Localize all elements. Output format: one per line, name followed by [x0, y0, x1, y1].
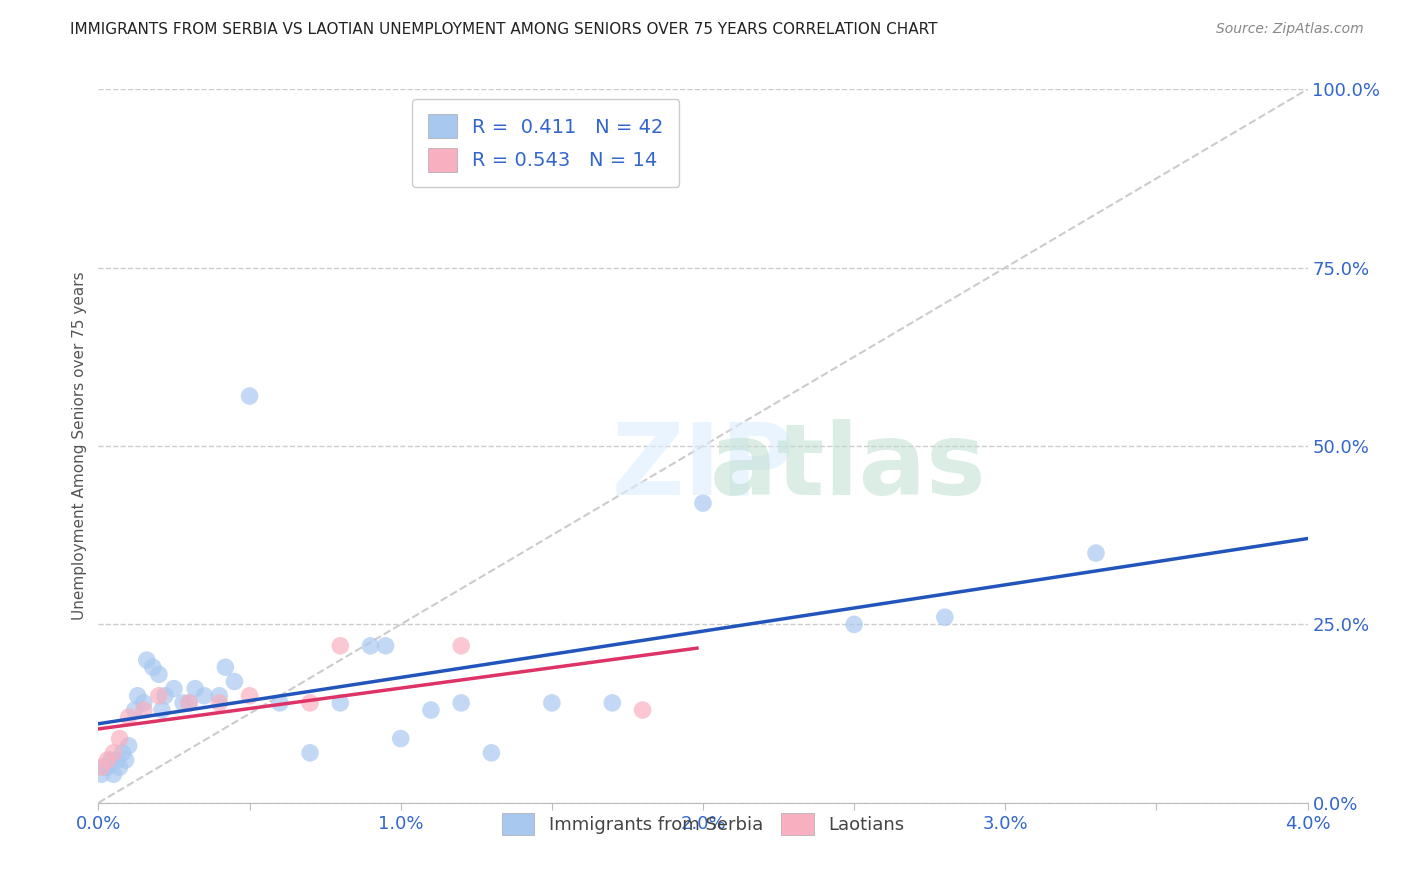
Point: [150, 703, 173, 717]
Point: [481, 746, 503, 760]
Point: [224, 674, 246, 689]
Point: [329, 696, 352, 710]
Point: [214, 660, 236, 674]
Point: [934, 610, 956, 624]
Point: [360, 639, 382, 653]
Text: Source: ZipAtlas.com: Source: ZipAtlas.com: [1216, 22, 1364, 37]
Point: [692, 496, 714, 510]
Point: [103, 767, 125, 781]
Point: [450, 639, 472, 653]
Point: [111, 746, 134, 760]
Point: [96, 760, 118, 774]
Point: [90, 767, 112, 781]
Point: [179, 696, 201, 710]
Point: [374, 639, 396, 653]
Point: [127, 689, 149, 703]
Point: [148, 667, 170, 681]
Text: atlas: atlas: [710, 419, 987, 516]
Point: [184, 681, 207, 696]
Point: [193, 689, 215, 703]
Text: ZIP: ZIP: [612, 419, 794, 516]
Point: [100, 753, 122, 767]
Point: [148, 689, 170, 703]
Point: [844, 617, 866, 632]
Point: [208, 689, 231, 703]
Point: [450, 696, 472, 710]
Point: [96, 753, 118, 767]
Point: [1085, 546, 1108, 560]
Point: [132, 703, 155, 717]
Point: [142, 660, 165, 674]
Point: [153, 689, 176, 703]
Point: [114, 753, 136, 767]
Point: [105, 753, 128, 767]
Point: [631, 703, 654, 717]
Legend: Immigrants from Serbia, Laotians: Immigrants from Serbia, Laotians: [494, 804, 912, 844]
Point: [269, 696, 291, 710]
Point: [239, 389, 262, 403]
Point: [239, 689, 262, 703]
Point: [163, 681, 186, 696]
Point: [93, 760, 115, 774]
Point: [389, 731, 412, 746]
Point: [208, 696, 231, 710]
Point: [602, 696, 624, 710]
Point: [118, 710, 141, 724]
Point: [118, 739, 141, 753]
Point: [124, 703, 146, 717]
Point: [540, 696, 562, 710]
Point: [299, 696, 322, 710]
Point: [108, 731, 131, 746]
Point: [420, 703, 443, 717]
Point: [135, 653, 157, 667]
Point: [108, 760, 131, 774]
Text: IMMIGRANTS FROM SERBIA VS LAOTIAN UNEMPLOYMENT AMONG SENIORS OVER 75 YEARS CORRE: IMMIGRANTS FROM SERBIA VS LAOTIAN UNEMPL…: [70, 22, 938, 37]
Point: [132, 696, 155, 710]
Point: [103, 746, 125, 760]
Point: [179, 696, 201, 710]
Point: [90, 760, 112, 774]
Point: [329, 639, 352, 653]
Point: [172, 696, 194, 710]
Y-axis label: Unemployment Among Seniors over 75 years: Unemployment Among Seniors over 75 years: [72, 272, 87, 620]
Point: [299, 746, 322, 760]
